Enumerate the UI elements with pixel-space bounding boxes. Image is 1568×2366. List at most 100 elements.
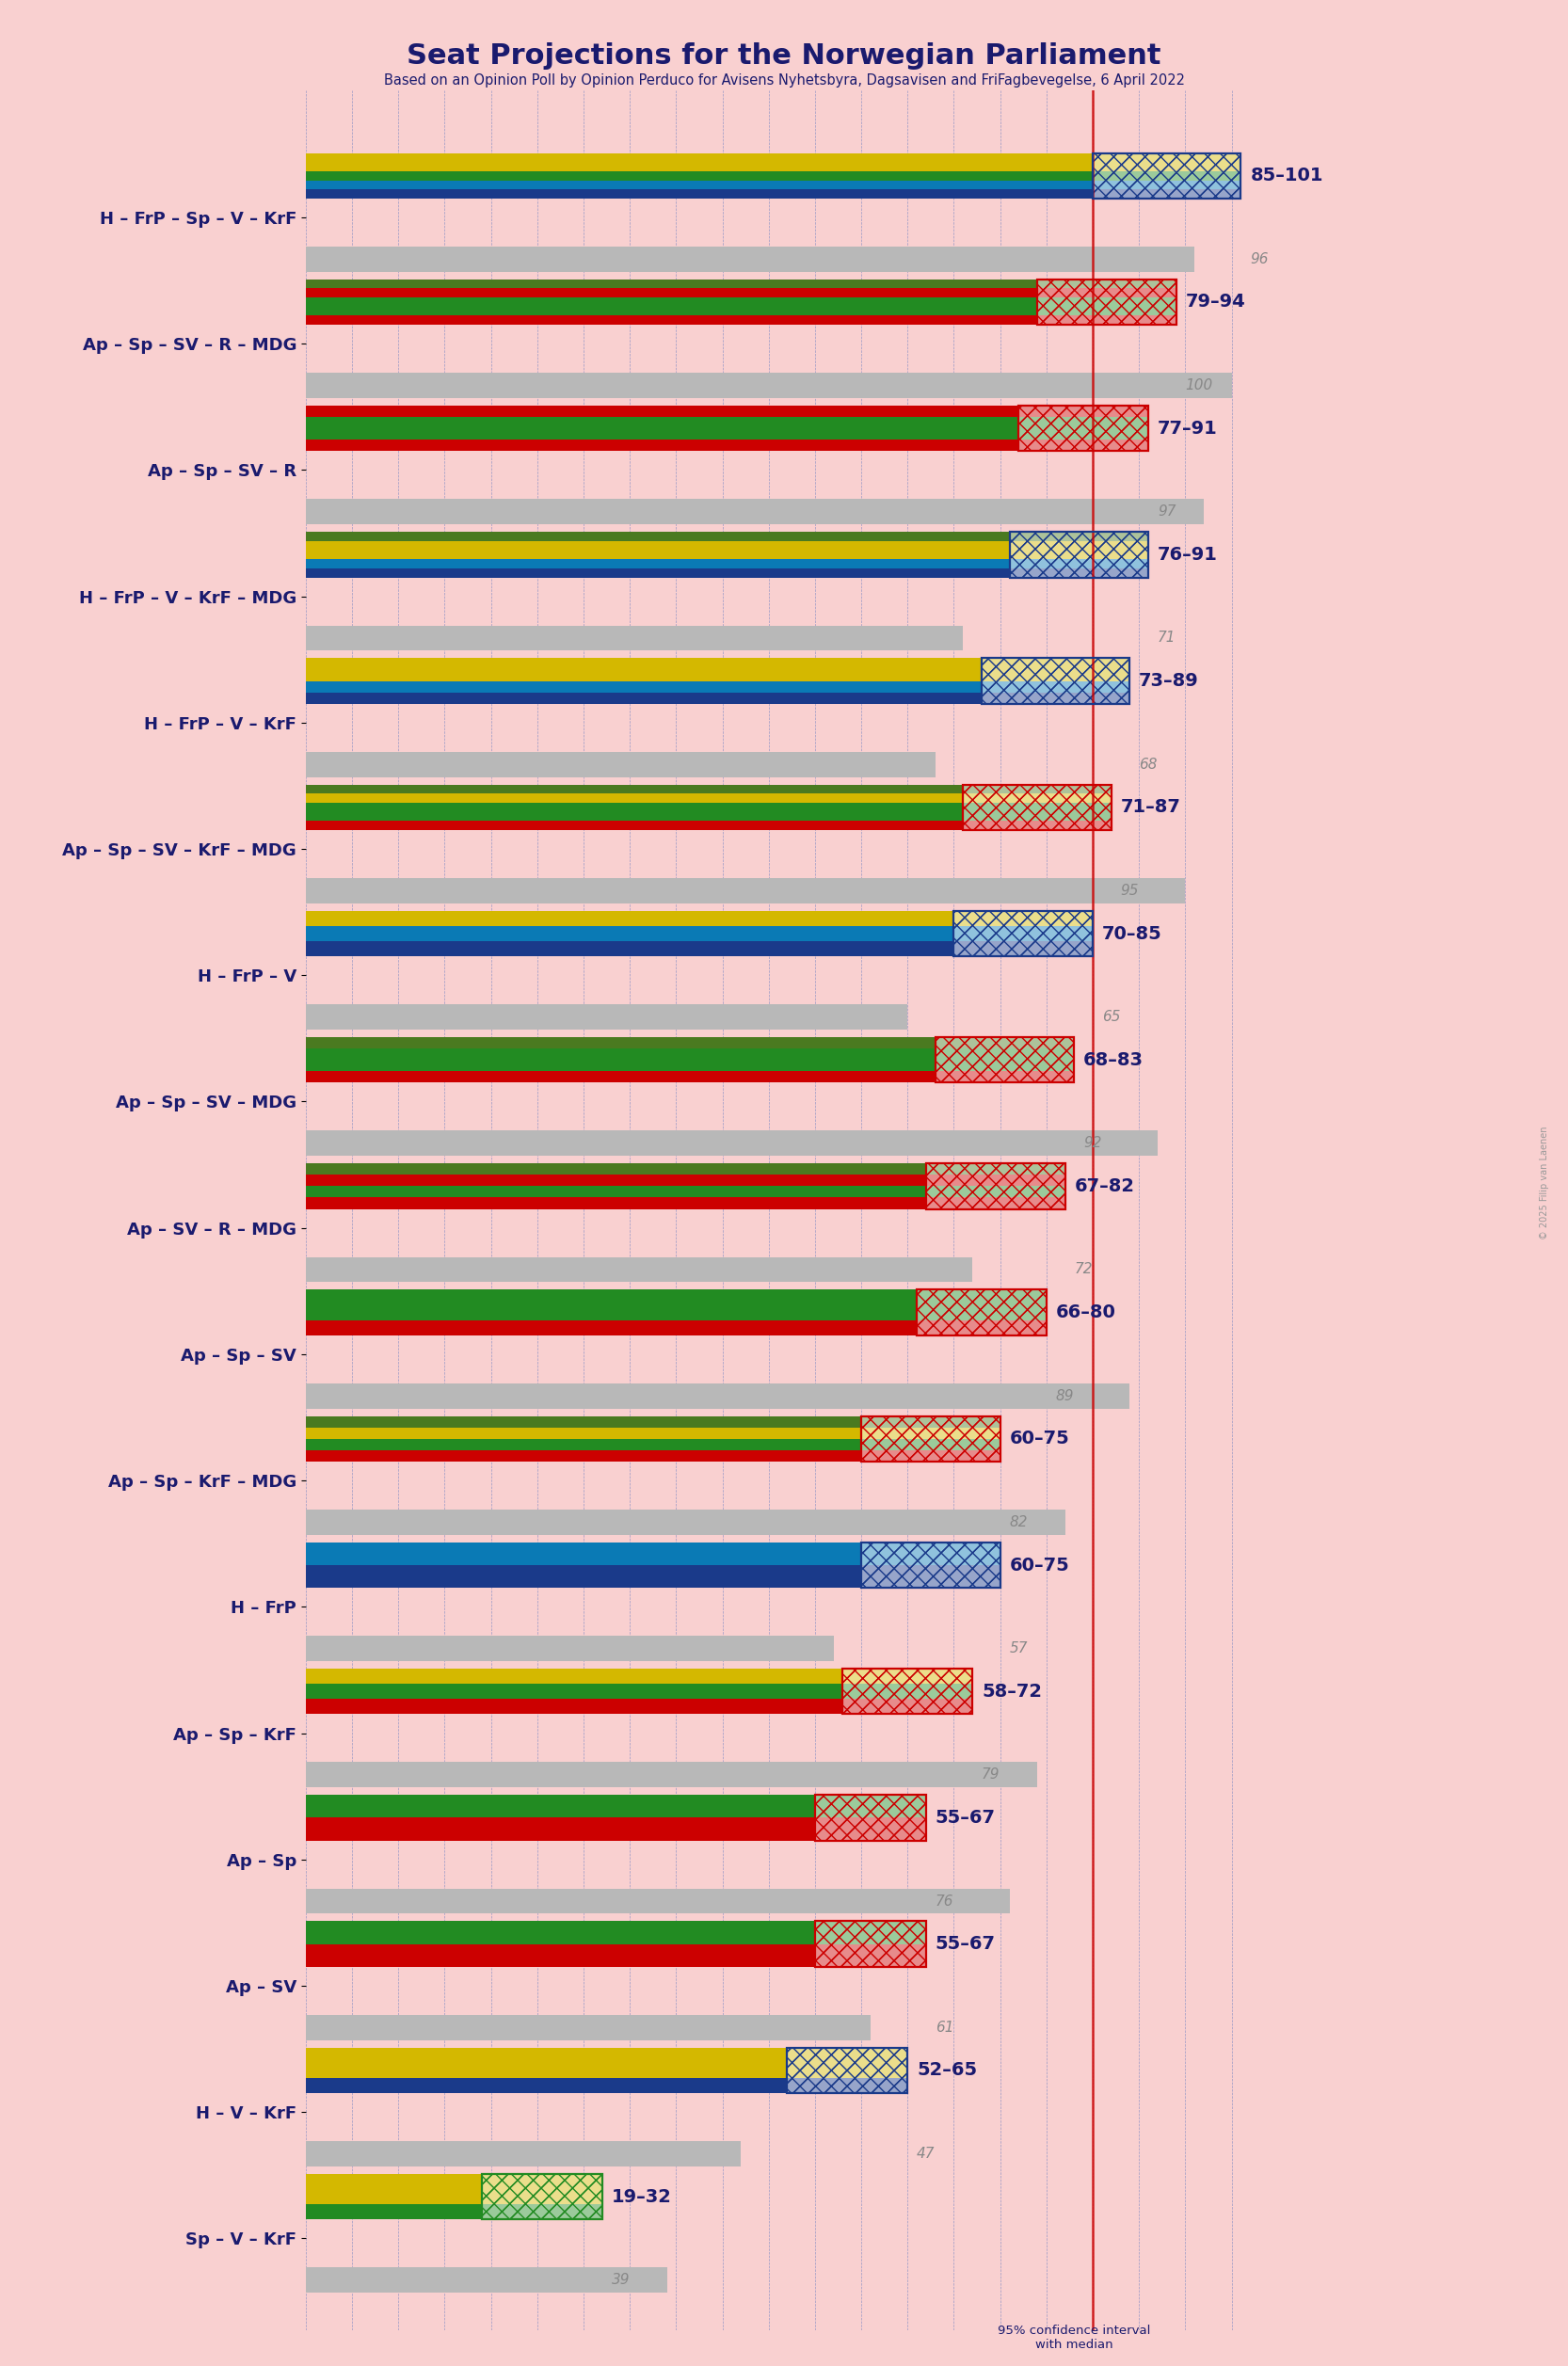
Bar — [917, 1289, 1046, 1306]
Bar — [861, 1427, 1000, 1439]
Bar — [1036, 279, 1176, 324]
Text: 82: 82 — [1010, 1514, 1027, 1528]
Bar — [936, 1072, 1074, 1084]
Text: 76–91: 76–91 — [1157, 547, 1218, 563]
Bar — [306, 670, 982, 681]
Bar — [306, 170, 1093, 180]
Bar — [1093, 154, 1240, 199]
Text: 96: 96 — [1250, 253, 1269, 267]
Bar — [842, 1685, 972, 1699]
Bar — [306, 2267, 666, 2293]
Bar — [815, 1796, 927, 1841]
Bar — [306, 1921, 815, 1945]
Bar — [306, 1131, 1157, 1157]
Bar — [1036, 279, 1176, 324]
Bar — [306, 315, 1036, 324]
Bar — [963, 786, 1112, 830]
Bar — [306, 2016, 870, 2039]
Bar — [306, 1543, 861, 1566]
Bar — [815, 1817, 927, 1841]
Bar — [306, 374, 1231, 397]
Bar — [306, 499, 1204, 525]
Bar — [306, 1796, 815, 1817]
Bar — [306, 1566, 861, 1588]
Text: 58–72: 58–72 — [982, 1682, 1041, 1701]
Bar — [306, 246, 1195, 272]
Bar — [861, 1450, 1000, 1462]
Text: 68–83: 68–83 — [1083, 1051, 1143, 1069]
Bar — [917, 1289, 1046, 1334]
Text: 60–75: 60–75 — [1010, 1429, 1069, 1448]
Bar — [861, 1417, 1000, 1462]
Bar — [306, 793, 963, 802]
Bar — [481, 2174, 602, 2219]
Bar — [982, 670, 1131, 681]
Bar — [1010, 532, 1148, 577]
Bar — [842, 1668, 972, 1713]
Bar — [861, 1543, 1000, 1566]
Text: 79–94: 79–94 — [1185, 293, 1245, 310]
Text: 70–85: 70–85 — [1102, 925, 1162, 942]
Bar — [787, 2047, 908, 2063]
Bar — [306, 568, 1010, 577]
Bar — [306, 925, 953, 942]
Bar — [787, 2047, 908, 2094]
Bar — [1019, 405, 1148, 452]
Bar — [963, 786, 1112, 793]
Bar — [306, 2205, 481, 2219]
Bar — [306, 1289, 917, 1306]
Bar — [787, 2047, 908, 2094]
Text: Seat Projections for the Norwegian Parliament: Seat Projections for the Norwegian Parli… — [406, 43, 1162, 71]
Bar — [815, 1796, 927, 1817]
Bar — [306, 812, 963, 821]
Text: 61: 61 — [936, 2021, 953, 2035]
Text: 79: 79 — [982, 1767, 1000, 1782]
Text: 71: 71 — [1157, 632, 1176, 646]
Bar — [306, 802, 963, 812]
Text: 67–82: 67–82 — [1074, 1178, 1135, 1195]
Bar — [306, 308, 1036, 315]
Text: 47: 47 — [917, 2146, 935, 2160]
Bar — [982, 658, 1131, 703]
Bar — [953, 911, 1093, 956]
Bar — [306, 298, 1036, 308]
Bar — [306, 405, 1019, 416]
Bar — [306, 625, 963, 651]
Bar — [1019, 405, 1148, 416]
Bar — [481, 2174, 602, 2219]
Bar — [306, 2077, 787, 2094]
Bar — [306, 440, 1019, 452]
Bar — [306, 1699, 842, 1713]
Bar — [306, 1036, 936, 1048]
Bar — [1019, 440, 1148, 452]
Bar — [306, 942, 953, 956]
Bar — [306, 878, 1185, 904]
Bar — [1036, 279, 1176, 324]
Bar — [1093, 180, 1240, 189]
Bar — [927, 1164, 1065, 1209]
Bar — [936, 1036, 1074, 1048]
Bar — [306, 752, 936, 776]
Text: 89: 89 — [1055, 1389, 1074, 1403]
Bar — [982, 658, 1131, 670]
Bar — [927, 1164, 1065, 1176]
Bar — [917, 1320, 1046, 1334]
Bar — [982, 658, 1131, 703]
Bar — [861, 1439, 1000, 1450]
Text: 95% confidence interval
with median: 95% confidence interval with median — [997, 2323, 1151, 2349]
Text: 68: 68 — [1138, 757, 1157, 771]
Bar — [861, 1417, 1000, 1462]
Bar — [982, 658, 1131, 703]
Bar — [815, 1796, 927, 1841]
Bar — [1019, 428, 1148, 440]
Bar — [1010, 532, 1148, 542]
Bar — [306, 693, 982, 703]
Bar — [815, 1921, 927, 1966]
Bar — [1093, 154, 1240, 199]
Bar — [787, 2063, 908, 2077]
Bar — [982, 681, 1131, 693]
Bar — [1010, 558, 1148, 568]
Bar — [842, 1668, 972, 1713]
Bar — [306, 180, 1093, 189]
Bar — [306, 1763, 1036, 1786]
